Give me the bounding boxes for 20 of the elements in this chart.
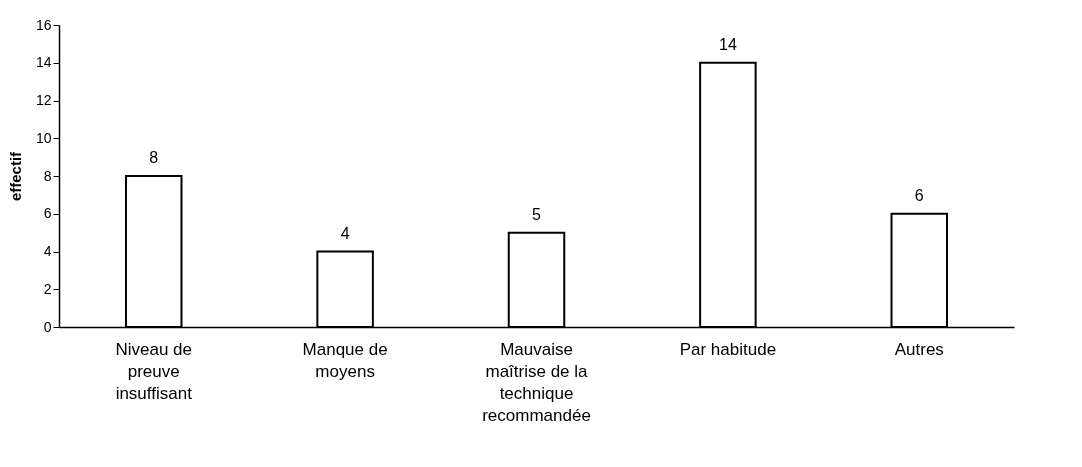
data-label: 8: [149, 149, 159, 166]
x-tick-label: Niveau de preuve insuffisant: [115, 339, 193, 403]
y-tick-label: 14: [35, 54, 52, 71]
y-tick-label: 6: [43, 205, 52, 222]
x-tick-label: Mauvaise maîtrise de la technique recommandée: [482, 339, 591, 425]
data-label: 6: [914, 186, 924, 204]
x-tick-label: Autres: [894, 339, 944, 359]
data-label: 5: [532, 205, 542, 223]
y-tick-label: 16: [35, 16, 52, 33]
y-axis-title: effectif: [6, 150, 24, 202]
y-tick-label: 8: [43, 167, 52, 184]
y-tick-label: 10: [35, 129, 52, 146]
y-tick-label: 2: [43, 280, 52, 297]
x-tick-label: Manque de moyens: [302, 339, 388, 381]
data-label: 4: [340, 224, 350, 242]
x-tick-label: Par habitude: [679, 339, 777, 359]
data-label: 14: [718, 35, 737, 53]
y-tick-label: 12: [35, 92, 52, 108]
y-tick-label: 4: [43, 243, 52, 259]
y-tick-label: 0: [43, 318, 52, 335]
